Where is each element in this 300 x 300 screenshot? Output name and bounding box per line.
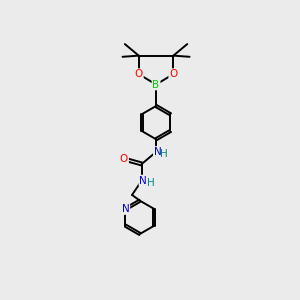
Text: H: H xyxy=(147,178,154,188)
Text: O: O xyxy=(135,69,143,79)
Text: H: H xyxy=(160,149,168,159)
Text: B: B xyxy=(152,80,160,89)
Text: N: N xyxy=(154,147,162,157)
Text: N: N xyxy=(140,176,147,186)
Text: N: N xyxy=(122,204,129,214)
Text: O: O xyxy=(169,69,178,79)
Text: O: O xyxy=(120,154,128,164)
